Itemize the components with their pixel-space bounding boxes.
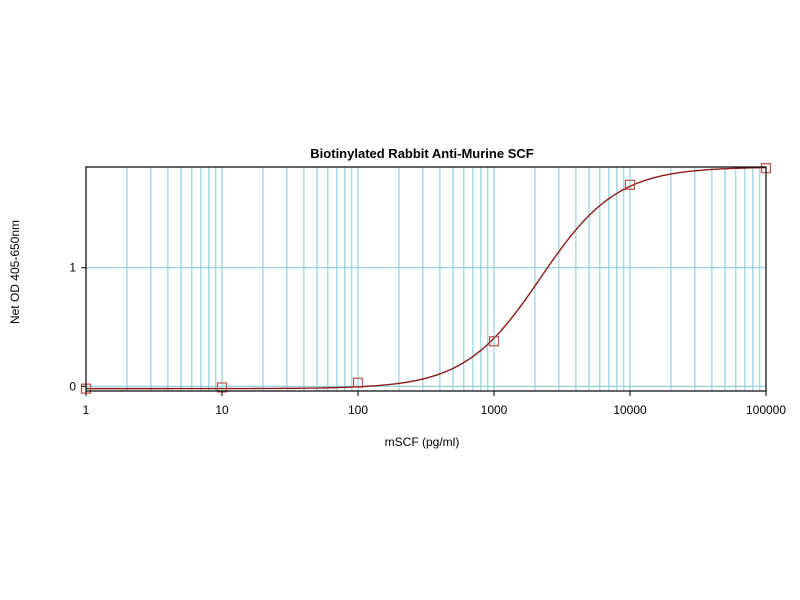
y-axis-label: Net OD 405-650nm	[8, 220, 22, 324]
x-tick-label: 1	[83, 403, 90, 417]
y-tick-label: 1	[69, 261, 76, 275]
x-tick-label: 1000	[481, 403, 508, 417]
plot-frame	[85, 166, 767, 392]
grid-layer	[86, 167, 766, 391]
x-tick-label: 10	[215, 403, 229, 417]
chart-title: Biotinylated Rabbit Anti-Murine SCF	[310, 146, 533, 161]
data-point-marker	[624, 179, 636, 190]
fit-curve-line	[86, 166, 767, 390]
x-tick-label: 10000	[613, 403, 647, 417]
y-tick-label: 0	[69, 379, 76, 393]
fit-curve-layer	[86, 166, 767, 390]
x-axis-label: mSCF (pg/ml)	[385, 435, 460, 449]
data-point-marker	[352, 377, 364, 388]
data-point-marker	[488, 336, 500, 347]
data-points-layer	[80, 163, 772, 394]
x-tick-label: 100	[348, 403, 368, 417]
x-tick-label: 100000	[746, 403, 786, 417]
